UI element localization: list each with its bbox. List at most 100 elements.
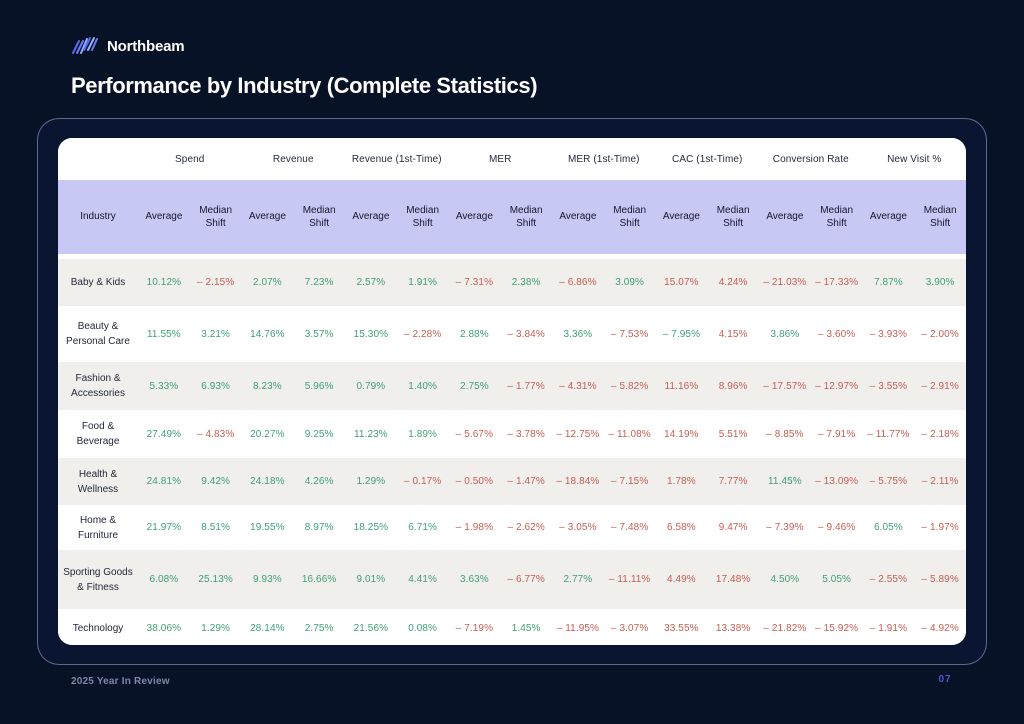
- metric-value: 2.57%: [356, 277, 386, 288]
- metric-value: – 7.95%: [662, 328, 701, 340]
- metric-value: – 2.18%: [921, 428, 959, 440]
- metric-value: – 11.95%: [556, 622, 600, 634]
- average-header: Average: [352, 211, 390, 223]
- metric-value: 16.66%: [301, 574, 337, 585]
- metric-value: – 5.89%: [921, 574, 959, 585]
- column-group-label-5: CAC (1st-Time): [672, 153, 743, 165]
- metric-value: – 6.86%: [559, 277, 597, 288]
- metric-value: 8.97%: [304, 522, 334, 533]
- metric-value: – 2.11%: [921, 476, 959, 487]
- metric-value: 13.38%: [715, 622, 751, 634]
- metric-value: – 2.00%: [921, 328, 959, 340]
- metric-value: – 17.57%: [763, 380, 807, 392]
- metric-value: – 3.07%: [610, 622, 649, 634]
- industry-label: Technology: [72, 622, 124, 634]
- metric-value: 7.77%: [718, 476, 748, 487]
- metric-value: 4.24%: [718, 277, 748, 288]
- metric-value: – 5.82%: [610, 380, 649, 392]
- average-header: Average: [559, 211, 597, 223]
- metric-value: 2.07%: [252, 277, 282, 288]
- metric-value: 9.25%: [304, 428, 334, 440]
- metric-value: – 7.15%: [610, 476, 649, 487]
- metric-value: 1.78%: [666, 476, 696, 487]
- northbeam-logo: Northbeam: [71, 36, 185, 56]
- industry-label: Food & Beverage: [76, 421, 120, 447]
- metric-value: 5.51%: [718, 428, 748, 440]
- metric-value: 6.58%: [666, 522, 696, 533]
- metric-value: – 11.11%: [608, 574, 651, 585]
- metric-value: 33.55%: [664, 622, 699, 634]
- average-header: Average: [766, 211, 804, 223]
- metric-value: 11.55%: [146, 328, 181, 340]
- metric-value: 27.49%: [146, 428, 182, 440]
- metric-value: – 12.97%: [815, 380, 859, 392]
- metric-value: – 8.85%: [766, 428, 804, 440]
- metric-value: 6.71%: [408, 522, 438, 533]
- metric-value: 2.88%: [459, 328, 489, 340]
- metric-value: – 5.67%: [455, 428, 494, 440]
- metric-value: – 7.39%: [766, 522, 804, 533]
- metric-value: – 2.28%: [403, 328, 442, 340]
- metric-value: – 7.31%: [455, 277, 494, 288]
- metric-value: 24.81%: [146, 476, 182, 487]
- brand-name: Northbeam: [107, 37, 185, 55]
- average-header: Average: [662, 211, 700, 223]
- table-row: Baby & Kids 10.12% – 2.15% 2.07% 7.23% 2.57% 1…: [58, 259, 966, 306]
- column-group-header-row: Spend Revenue Revenue (1st-Time) MER MER (1s…: [58, 138, 966, 180]
- average-header: Average: [145, 211, 183, 223]
- metric-value: 11.45%: [767, 476, 802, 487]
- metric-value: 11.16%: [664, 380, 699, 392]
- table-row: Health & Wellness 24.81% 9.42% 24.18% 4.26% 1…: [58, 458, 966, 505]
- table-row: Food & Beverage 27.49% – 4.83% 20.27% 9.25% 1…: [58, 410, 966, 458]
- metric-value: 8.23%: [252, 380, 282, 392]
- metric-value: – 2.91%: [921, 380, 959, 392]
- industry-label: Health & Wellness: [77, 468, 119, 495]
- metric-value: 10.12%: [146, 277, 182, 288]
- metric-value: 5.05%: [822, 574, 852, 585]
- metric-value: – 7.53%: [610, 328, 649, 340]
- metric-value: – 1.47%: [507, 476, 545, 487]
- sub-header-row: Industry Average Median Shift Average Median…: [58, 180, 966, 254]
- metric-value: 3.21%: [201, 328, 231, 340]
- metric-value: – 3.93%: [869, 328, 908, 340]
- metric-value: – 18.84%: [556, 476, 600, 487]
- industry-label: Sporting Goods & Fitness: [63, 566, 133, 593]
- metric-value: 9.93%: [252, 574, 282, 585]
- metric-value: – 7.91%: [817, 428, 856, 440]
- column-group-label-2: Revenue (1st-Time): [351, 153, 442, 165]
- metric-value: 4.41%: [408, 574, 438, 585]
- table-row: Technology 38.06% 1.29% 28.14% 2.75% 21.56% 0.…: [58, 609, 966, 645]
- metric-value: – 21.03%: [763, 277, 807, 288]
- metric-value: – 3.84%: [507, 328, 545, 340]
- metric-value: 1.29%: [356, 476, 386, 487]
- median-shift-header: Median Shift: [509, 204, 543, 230]
- metric-value: 20.27%: [250, 428, 285, 440]
- page-number: 07: [938, 674, 952, 685]
- median-shift-header: Median Shift: [923, 204, 957, 230]
- footer-report-title: 2025 Year In Review: [71, 676, 170, 687]
- metric-value: – 7.48%: [610, 522, 649, 533]
- metric-value: 19.55%: [250, 522, 285, 533]
- metric-value: 11.23%: [353, 428, 388, 440]
- metric-value: 6.93%: [201, 380, 231, 392]
- metric-value: – 3.05%: [559, 522, 597, 533]
- metric-value: 9.42%: [201, 476, 231, 487]
- industry-stats-table: Spend Revenue Revenue (1st-Time) MER MER (1s…: [58, 138, 966, 645]
- metric-value: 4.50%: [770, 574, 800, 585]
- industry-label: Baby & Kids: [70, 277, 126, 288]
- table-row: Home & Furniture 21.97% 8.51% 19.55% 8.97% 18…: [58, 505, 966, 550]
- metric-value: 0.79%: [356, 380, 386, 392]
- metric-value: – 21.82%: [763, 622, 807, 634]
- metric-value: – 11.08%: [608, 428, 651, 440]
- metric-value: 3.63%: [459, 574, 489, 585]
- metric-value: 15.30%: [353, 328, 389, 340]
- metric-value: 4.26%: [304, 476, 334, 487]
- metric-value: – 2.62%: [507, 522, 545, 533]
- metric-value: – 11.77%: [867, 428, 910, 440]
- metric-value: – 1.98%: [455, 522, 494, 533]
- metric-value: – 17.33%: [815, 277, 859, 288]
- metric-value: 21.97%: [146, 522, 182, 533]
- metric-value: 7.23%: [304, 277, 334, 288]
- metric-value: – 7.19%: [455, 622, 494, 634]
- metric-value: 2.77%: [563, 574, 593, 585]
